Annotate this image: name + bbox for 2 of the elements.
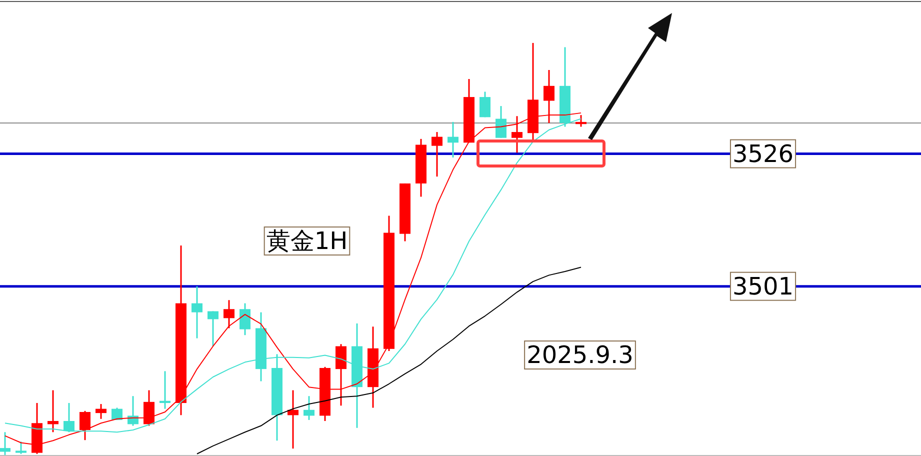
annotation: 2025.9.3 xyxy=(524,340,636,370)
annotation: 黄金1H xyxy=(264,226,350,256)
